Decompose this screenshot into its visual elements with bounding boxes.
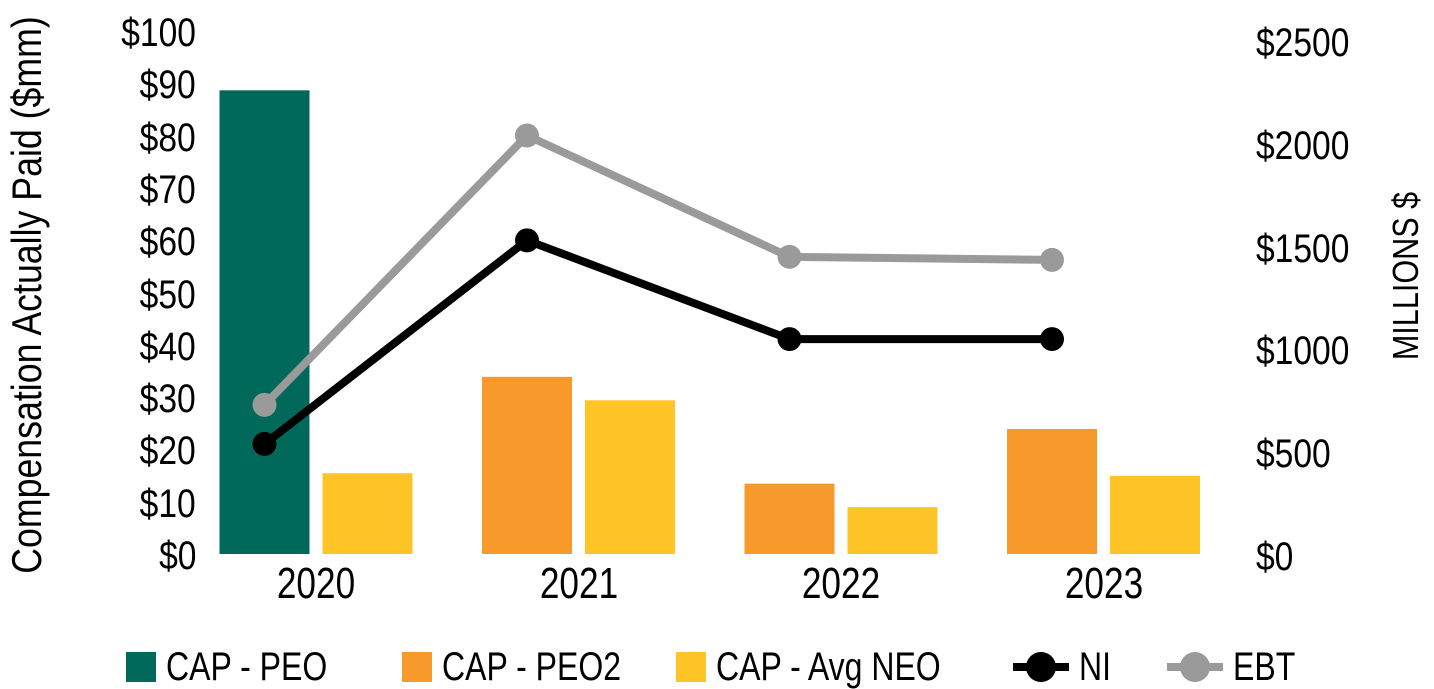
point-ebt-2021 <box>515 123 539 148</box>
legend-item-cap-avg-neo: CAP - Avg NEO <box>676 645 997 689</box>
left-tick-60: $60 <box>129 220 196 264</box>
x-label-text: 2022 <box>801 559 881 608</box>
bar-cap-peo2-2021 <box>482 376 572 554</box>
right-tick-2500: $2500 <box>1256 21 1367 65</box>
point-ebt-2023 <box>1040 247 1064 272</box>
legend-item-ebt: EBT <box>1167 645 1311 689</box>
left-tick-label: $20 <box>139 429 196 474</box>
legend-label-text: CAP - Avg NEO <box>716 645 941 689</box>
right-tick-label: $1500 <box>1256 226 1350 271</box>
legend-swatch-cap-peo2 <box>402 652 432 682</box>
legend-label-text: EBT <box>1233 645 1296 689</box>
bar-cap-peo2-2022 <box>744 483 835 554</box>
right-tick-label: $0 <box>1256 535 1294 579</box>
x-label-2020: 2020 <box>267 561 365 607</box>
left-tick-10: $10 <box>129 482 196 526</box>
legend-marker-ebt <box>1167 651 1223 683</box>
left-tick-90: $90 <box>129 63 196 107</box>
left-tick-label: $80 <box>139 115 196 160</box>
left-tick-20: $20 <box>129 429 196 473</box>
point-ebt-2020 <box>252 392 277 417</box>
left-tick-70: $70 <box>129 168 196 212</box>
x-label-2023: 2023 <box>1055 561 1153 607</box>
right-tick-label: $2000 <box>1256 123 1350 168</box>
bar-cap-peo-2020 <box>219 90 310 554</box>
bar-cap-avg-neo-2020 <box>322 473 413 554</box>
legend-item-cap-peo: CAP - PEO <box>126 645 368 689</box>
x-label-text: 2020 <box>276 559 356 608</box>
point-ni-2022 <box>777 327 802 352</box>
legend-marker-dot <box>1180 652 1210 682</box>
legend-label: EBT <box>1233 645 1311 689</box>
x-label-2021: 2021 <box>530 561 628 607</box>
right-tick-label: $2500 <box>1256 21 1350 65</box>
left-tick-label: $100 <box>121 11 196 55</box>
point-ni-2023 <box>1040 327 1064 352</box>
legend-marker-ni <box>1013 651 1069 683</box>
line-ebt <box>261 130 1053 408</box>
x-label-text: 2021 <box>539 559 618 608</box>
legend-swatch-cap-peo <box>126 652 156 682</box>
left-tick-80: $80 <box>129 116 196 160</box>
right-tick-1500: $1500 <box>1256 227 1367 271</box>
point-ni-2021 <box>515 228 539 253</box>
left-tick-label: $40 <box>139 324 196 369</box>
right-tick-500: $500 <box>1256 432 1345 476</box>
left-tick-40: $40 <box>129 325 196 369</box>
left-tick-100: $100 <box>107 11 196 55</box>
right-tick-0: $0 <box>1256 535 1301 579</box>
legend-label: CAP - Avg NEO <box>716 645 997 689</box>
legend-label: CAP - PEO <box>166 645 368 689</box>
x-label-2022: 2022 <box>792 561 890 607</box>
right-tick-1000: $1000 <box>1256 329 1367 373</box>
left-tick-30: $30 <box>129 377 196 421</box>
legend-label: CAP - PEO2 <box>442 645 666 689</box>
left-tick-label: $50 <box>139 272 196 317</box>
left-tick-label: $10 <box>139 481 196 526</box>
left-tick-label: $70 <box>139 167 196 212</box>
left-tick-0: $0 <box>152 534 196 578</box>
left-tick-label: $0 <box>158 534 196 578</box>
legend-item-ni: NI <box>1013 645 1119 689</box>
legend-label: NI <box>1079 645 1119 689</box>
legend-swatch-cap-avg-neo <box>676 652 706 682</box>
x-label-text: 2023 <box>1064 559 1143 608</box>
legend-label-text: NI <box>1079 645 1111 689</box>
point-ni-2020 <box>252 431 277 456</box>
left-tick-50: $50 <box>129 273 196 317</box>
legend-label-text: CAP - PEO2 <box>442 645 622 689</box>
left-tick-label: $90 <box>139 63 196 108</box>
right-tick-label: $500 <box>1256 432 1331 477</box>
bar-cap-avg-neo-2022 <box>847 507 938 554</box>
point-ebt-2022 <box>777 244 802 269</box>
line-ni <box>262 235 1052 448</box>
left-tick-label: $60 <box>139 220 196 265</box>
bar-cap-peo2-2023 <box>1007 428 1097 554</box>
legend-item-cap-peo2: CAP - PEO2 <box>402 645 666 689</box>
legend-marker-dot <box>1026 652 1056 682</box>
bar-cap-avg-neo-2021 <box>585 400 675 554</box>
left-tick-label: $30 <box>139 377 196 422</box>
legend-label-text: CAP - PEO <box>166 645 328 689</box>
bar-cap-avg-neo-2023 <box>1110 475 1200 554</box>
right-tick-2000: $2000 <box>1256 124 1367 168</box>
right-tick-label: $1000 <box>1256 329 1350 374</box>
